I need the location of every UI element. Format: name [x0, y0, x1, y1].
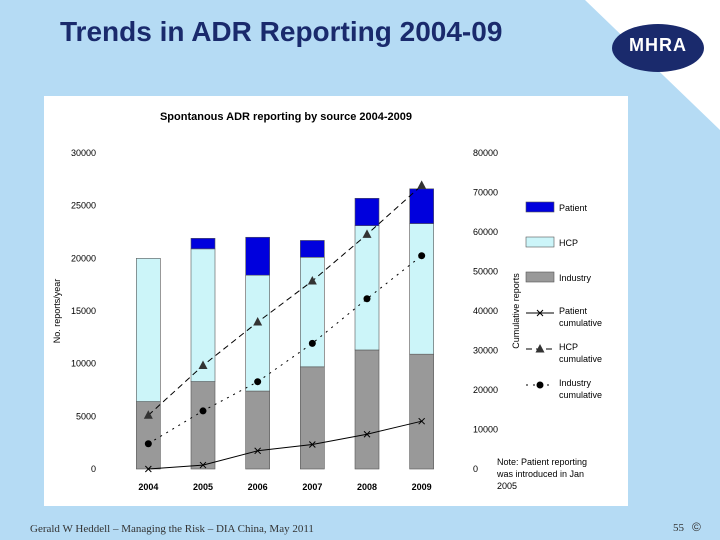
point-patient-cumulative-2006 [254, 447, 262, 455]
bar-industry-2008 [354, 349, 380, 470]
y-tick-label: 20000 [71, 253, 96, 263]
bar-hcp-2004 [136, 258, 161, 402]
point-patient-cumulative-2004 [144, 465, 152, 473]
y2-tick-label: 0 [473, 464, 478, 474]
point-industry-cumulative-2009 [418, 252, 426, 260]
footer-text: Gerald W Heddell – Managing the Risk – D… [30, 523, 314, 535]
mhra-logo [612, 24, 704, 72]
slide-title: Trends in ADR Reporting 2004-09 [60, 16, 503, 47]
bar-patient-2009 [409, 188, 434, 224]
point-patient-cumulative-2007 [308, 441, 316, 448]
point-industry-cumulative-2005 [199, 407, 207, 415]
y-tick-label: 5000 [76, 411, 96, 421]
bar-patient-2005 [190, 238, 216, 250]
bar-industry-2005 [190, 381, 216, 470]
legend-marker [536, 381, 544, 389]
y2-tick-label: 40000 [473, 306, 498, 316]
point-patient-cumulative-2005 [199, 461, 207, 469]
copyright-mark: © [692, 520, 701, 534]
legend-label: HCP [559, 238, 578, 248]
point-industry-cumulative-2008 [363, 295, 371, 303]
legend-label: cumulative [559, 318, 602, 328]
note-line: was introduced in Jan [496, 469, 584, 479]
legend-swatch [525, 271, 555, 283]
bar-patient-2007 [300, 240, 325, 258]
legend-marker [536, 309, 544, 317]
bar-hcp-2006 [245, 274, 270, 392]
y2-axis-label: Cumulative reports [511, 273, 521, 349]
point-patient-cumulative-2008 [363, 430, 371, 438]
note-line: 2005 [497, 481, 517, 491]
y2-tick-label: 50000 [473, 267, 498, 277]
bar-patient-2008 [354, 197, 380, 226]
legend-label: Patient [559, 203, 588, 213]
logo-text: MHRA [629, 35, 687, 55]
y-axis-label: No. reports/year [52, 279, 62, 344]
legend-swatch [525, 236, 555, 248]
legend-label: Industry [559, 378, 592, 388]
legend-label: Industry [559, 273, 592, 283]
point-hcp-cumulative-2008 [362, 229, 372, 238]
y-tick-label: 30000 [71, 148, 96, 158]
bar-industry-2006 [245, 390, 270, 470]
bar-hcp-2009 [409, 223, 434, 355]
legend-label: Patient [559, 306, 588, 316]
point-hcp-cumulative-2004 [143, 410, 153, 419]
bar-patient-2006 [245, 236, 270, 276]
point-hcp-cumulative-2009 [417, 180, 427, 189]
x-tick-label: 2005 [193, 482, 213, 492]
x-tick-label: 2008 [357, 482, 377, 492]
y-tick-label: 25000 [71, 201, 96, 211]
x-tick-label: 2006 [248, 482, 268, 492]
x-tick-label: 2007 [302, 482, 322, 492]
point-industry-cumulative-2007 [308, 339, 316, 347]
y-tick-label: 0 [91, 464, 96, 474]
y2-tick-label: 80000 [473, 148, 498, 158]
y2-tick-label: 10000 [473, 425, 498, 435]
bar-hcp-2008 [354, 225, 380, 351]
legend-label: cumulative [559, 354, 602, 364]
point-patient-cumulative-2009 [418, 417, 426, 425]
line-industry-cumulative [148, 255, 423, 445]
legend-marker [535, 344, 545, 353]
chart-title: Spontanous ADR reporting by source 2004-… [160, 111, 412, 123]
note-line: Note: Patient reporting [497, 457, 587, 467]
legend-swatch [525, 201, 555, 213]
y-tick-label: 15000 [71, 306, 96, 316]
x-tick-label: 2004 [138, 482, 158, 492]
y2-tick-label: 70000 [473, 188, 498, 198]
adr-chart: Spontanous ADR reporting by source 2004-… [52, 111, 602, 492]
point-hcp-cumulative-2006 [253, 317, 263, 326]
point-industry-cumulative-2004 [144, 440, 152, 448]
x-tick-label: 2009 [412, 482, 432, 492]
point-hcp-cumulative-2007 [307, 275, 317, 285]
point-hcp-cumulative-2005 [198, 360, 208, 370]
legend-label: cumulative [559, 390, 602, 400]
y2-tick-label: 20000 [473, 385, 498, 395]
line-patient-cumulative [148, 420, 422, 470]
y2-tick-label: 60000 [473, 227, 498, 237]
bar-industry-2009 [409, 353, 434, 470]
bar-industry-2007 [300, 366, 325, 470]
line-hcp-cumulative [147, 185, 423, 416]
point-industry-cumulative-2006 [254, 378, 262, 386]
y-tick-label: 10000 [71, 359, 96, 369]
y2-tick-label: 30000 [473, 346, 498, 356]
legend-label: HCP [559, 342, 578, 352]
page-number: 55 [673, 522, 684, 534]
